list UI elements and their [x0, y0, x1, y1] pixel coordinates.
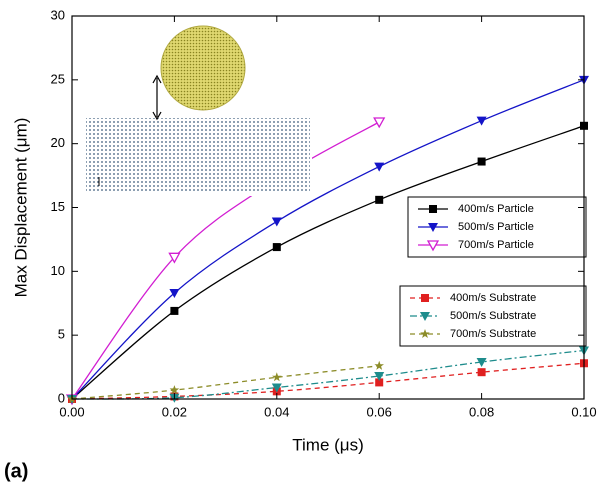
marker — [170, 306, 179, 315]
y-tick-label: 25 — [51, 71, 65, 86]
x-tick-label: 0.04 — [264, 404, 289, 419]
marker — [476, 357, 487, 367]
marker — [374, 372, 385, 382]
x-tick-label: 0.06 — [367, 404, 392, 419]
x-tick-label: 0.00 — [59, 404, 84, 419]
substrate-mesh — [86, 118, 310, 192]
particle-label-box — [250, 58, 310, 98]
inset — [84, 25, 312, 196]
legend-label: 500m/s Substrate — [450, 310, 536, 322]
marker — [169, 385, 180, 395]
series-line — [71, 362, 585, 400]
y-tick-label: 0 — [58, 390, 65, 405]
legend-marker — [421, 294, 429, 302]
series-line — [71, 349, 585, 400]
panel-label: (a) — [4, 460, 28, 482]
sph-particle — [160, 25, 246, 111]
series-line — [71, 365, 380, 400]
y-tick-label: 10 — [51, 263, 65, 278]
series-line — [71, 125, 585, 400]
marker — [375, 195, 384, 204]
scale-arrowheads — [152, 74, 162, 121]
marker — [374, 162, 385, 172]
y-axis-label: Max Displacement (μm) — [11, 118, 30, 298]
marker — [168, 252, 181, 264]
marker — [477, 157, 486, 166]
legend-marker — [420, 329, 430, 338]
marker — [169, 289, 180, 299]
axes: 400m/s Particle 500m/s Particle 700m/s Par… — [4, 7, 597, 482]
marker — [476, 116, 487, 126]
legend-label: 400m/s Substrate — [450, 292, 536, 304]
marker — [272, 372, 282, 382]
legend-label: 500m/s Particle — [458, 221, 534, 233]
legend-label: 400m/s Particle — [458, 203, 534, 215]
marker — [477, 368, 486, 377]
marker — [374, 360, 384, 370]
marker — [373, 117, 386, 129]
y-tick-label: 5 — [58, 327, 65, 342]
marker — [271, 217, 282, 227]
marker — [375, 378, 384, 387]
legend-marker — [428, 223, 438, 232]
x-tick-label: 0.08 — [469, 404, 494, 419]
series-line — [71, 79, 585, 400]
legend-label: 700m/s Substrate — [450, 328, 536, 340]
legend-marker — [426, 240, 440, 252]
y-tick-label: 15 — [51, 199, 65, 214]
legend-label: 700m/s Particle — [458, 239, 534, 251]
y-tick-label: 20 — [51, 135, 65, 150]
marker — [272, 243, 281, 252]
y-tick-label: 30 — [51, 7, 65, 22]
x-axis-label: Time (μs) — [292, 435, 364, 454]
legend-marker — [420, 312, 430, 321]
series-line — [71, 121, 380, 400]
x-tick-label: 0.10 — [571, 404, 596, 419]
legend-marker — [429, 205, 437, 213]
x-tick-label: 0.02 — [162, 404, 187, 419]
marker — [271, 383, 282, 393]
